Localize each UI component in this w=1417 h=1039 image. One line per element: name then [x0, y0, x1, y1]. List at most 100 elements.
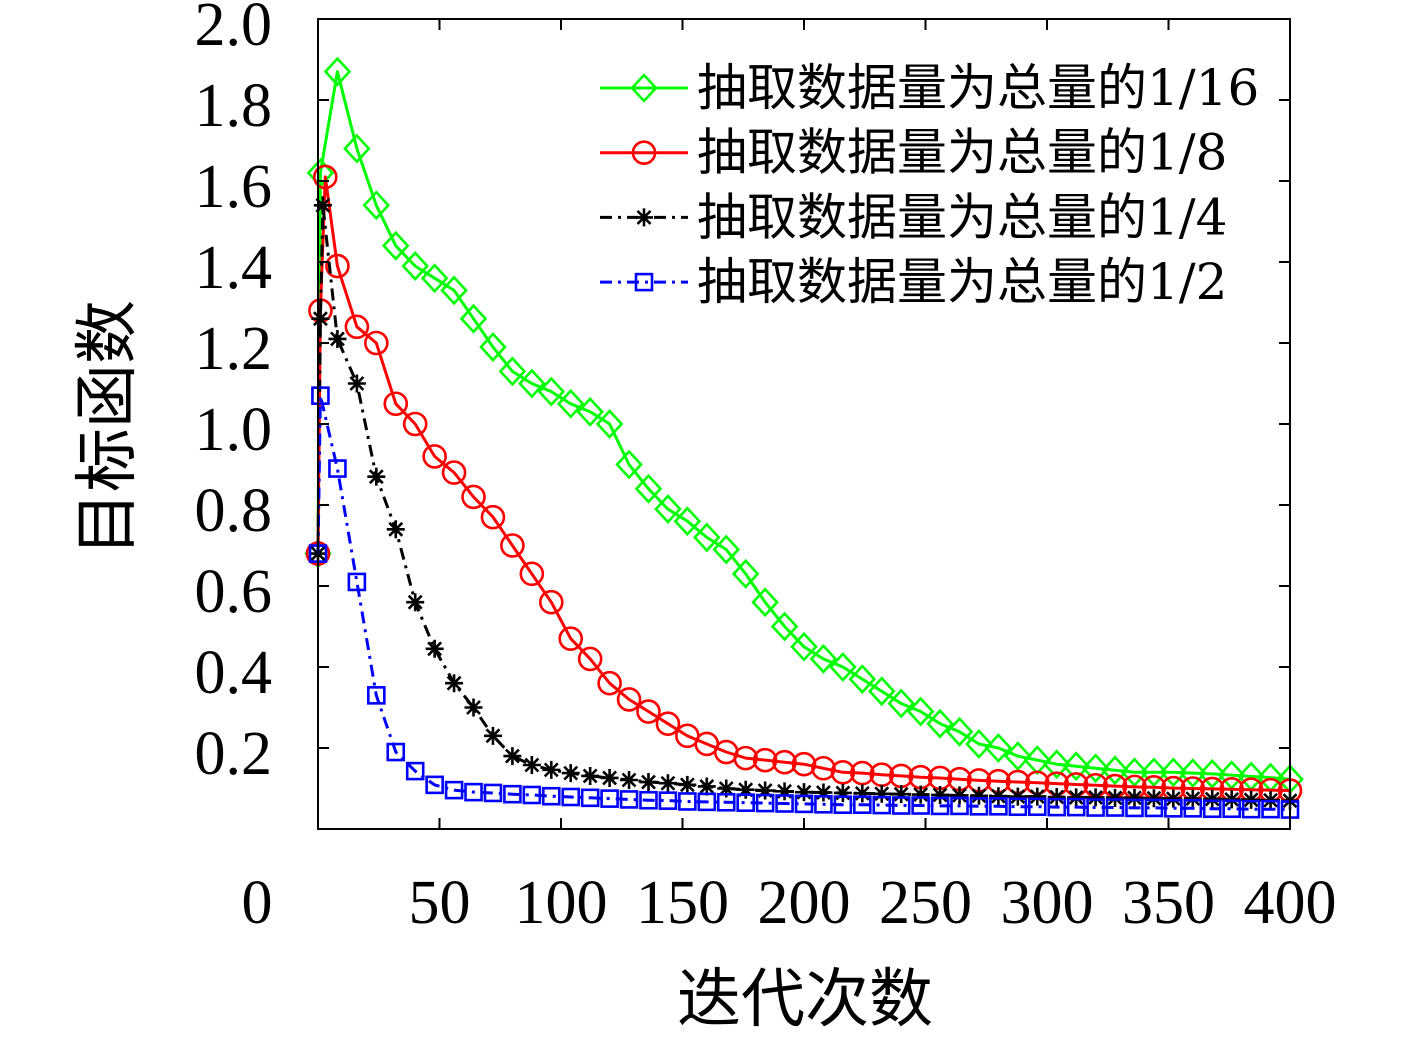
- data-point: [906, 696, 935, 727]
- data-point: [1241, 799, 1261, 819]
- data-point: [1144, 789, 1163, 808]
- y-tick-label: 0.6: [195, 558, 273, 626]
- data-point: [381, 230, 410, 261]
- data-point: [811, 755, 836, 781]
- data-point: [422, 444, 447, 469]
- data-point: [440, 275, 468, 306]
- data-point: [775, 794, 794, 813]
- data-point: [969, 797, 989, 816]
- data-point: [1242, 790, 1261, 809]
- data-point: [751, 587, 779, 618]
- data-point: [615, 449, 643, 480]
- data-point: [1008, 787, 1027, 806]
- data-point: [323, 56, 352, 87]
- data-point: [673, 506, 702, 537]
- data-point: [619, 790, 639, 809]
- x-tick-label: 0: [242, 869, 273, 937]
- data-point: [464, 782, 483, 802]
- data-point: [313, 196, 332, 215]
- series-line: [316, 394, 1291, 812]
- data-point: [945, 716, 974, 747]
- data-point: [600, 768, 619, 787]
- data-point: [911, 796, 930, 815]
- x-axis-label: 迭代次数: [677, 963, 933, 1037]
- data-point: [558, 626, 584, 651]
- data-point: [867, 676, 896, 707]
- data-point: [503, 784, 522, 804]
- data-point: [480, 504, 506, 530]
- data-point: [595, 409, 624, 439]
- data-point: [658, 774, 677, 793]
- data-point: [829, 652, 857, 682]
- data-point: [770, 611, 799, 642]
- data-point: [343, 133, 371, 164]
- data-point: [989, 787, 1008, 806]
- data-point: [1125, 788, 1144, 807]
- data-point: [1106, 788, 1125, 807]
- data-point: [814, 783, 833, 802]
- data-point: [1023, 745, 1052, 776]
- series-1: [304, 56, 1304, 795]
- data-point: [752, 747, 778, 773]
- x-tick-label: 350: [1122, 869, 1215, 937]
- data-point: [634, 473, 663, 504]
- data-point: [853, 795, 872, 815]
- x-tick-label: 250: [879, 869, 972, 937]
- data-point: [775, 782, 794, 801]
- data-point: [620, 770, 639, 789]
- data-point: [344, 314, 370, 340]
- series-layer: [304, 56, 1304, 819]
- data-point: [872, 795, 892, 815]
- data-point: [1179, 758, 1207, 789]
- y-tick-label: 1.4: [195, 234, 273, 302]
- y-tick-label: 1.6: [195, 153, 273, 221]
- data-point: [347, 572, 367, 592]
- legend-label: 抽取数据量为总量的1/16: [697, 59, 1259, 117]
- legend-entry: 抽取数据量为总量的1/8: [600, 124, 1227, 182]
- data-point: [969, 786, 988, 805]
- tick-labels-layer: 0 50 100 150 200 250 300 350 400 0.2 0.4 0.6 0.8 1.0 1…: [195, 0, 1337, 937]
- data-point: [1164, 789, 1183, 808]
- data-point: [561, 787, 581, 807]
- data-point: [1066, 797, 1086, 817]
- data-point: [1042, 749, 1071, 780]
- data-point: [1004, 741, 1032, 772]
- data-point: [639, 773, 658, 792]
- data-point: [950, 786, 969, 805]
- series-line: [316, 175, 1291, 792]
- data-point: [1222, 799, 1241, 819]
- data-point: [791, 751, 817, 777]
- data-point: [312, 164, 338, 190]
- data-point: [930, 796, 950, 816]
- data-point: [386, 520, 405, 539]
- data-point: [311, 386, 330, 405]
- data-point: [420, 263, 449, 294]
- data-point: [756, 781, 775, 800]
- data-point: [500, 533, 525, 558]
- data-point: [364, 330, 389, 356]
- data-point: [325, 253, 350, 279]
- series-4: [308, 386, 1300, 819]
- data-point: [1047, 797, 1067, 817]
- data-point: [1062, 751, 1090, 782]
- data-point: [597, 670, 622, 696]
- y-tick-label: 0.8: [195, 477, 273, 545]
- legend-entry: 抽取数据量为总量的1/2: [600, 253, 1227, 311]
- y-tick-label: 1.0: [195, 396, 273, 464]
- legend-marker: [634, 272, 654, 292]
- data-point: [1198, 759, 1227, 789]
- data-point: [790, 631, 818, 662]
- x-tick-label: 200: [758, 869, 851, 937]
- y-tick-label: 1.2: [195, 315, 273, 383]
- data-point: [872, 784, 891, 803]
- data-point: [833, 783, 852, 802]
- data-point: [1027, 797, 1047, 817]
- data-point: [717, 779, 736, 798]
- data-point: [425, 639, 444, 658]
- data-point: [678, 775, 697, 794]
- ticks-layer: [317, 18, 1291, 829]
- data-point: [328, 459, 347, 478]
- data-point: [461, 484, 486, 510]
- data-point: [479, 332, 507, 362]
- data-point: [658, 791, 678, 810]
